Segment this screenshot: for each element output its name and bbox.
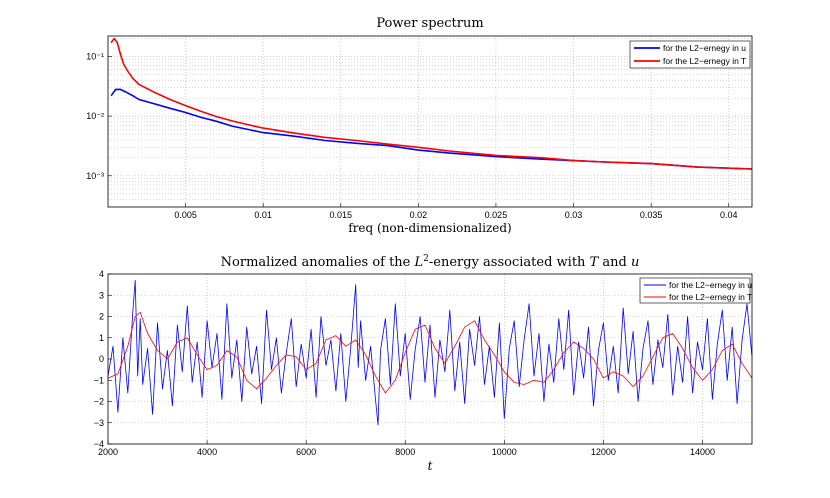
power-spectrum-legend: for the L2−ernegy in u for the L2−ernegy… — [629, 40, 751, 69]
anomalies-title-u: u — [631, 255, 639, 270]
anomalies-title-part-1: Normalized anomalies of the — [221, 255, 415, 270]
power-spectrum-lines — [110, 37, 753, 170]
series-line-T — [110, 37, 753, 170]
anomalies-legend: for the L2−ernegy in u for the L2−ernegy… — [639, 277, 752, 304]
x-tick-label: 12000 — [591, 447, 616, 457]
x-tick-label: 0.035 — [640, 210, 663, 220]
y-tick-label: −4 — [94, 439, 104, 449]
x-tick-label: 0.01 — [254, 210, 272, 220]
x-tick-label: 6000 — [296, 447, 316, 457]
anomalies-legend-box — [639, 277, 751, 304]
legend-T-label: for the L2−ernegy in T — [663, 56, 746, 66]
x-tick-label: 0.03 — [565, 210, 583, 220]
y-tick-label: 0 — [99, 354, 104, 364]
power-spectrum-xlabel: freq (non-dimensionalized) — [348, 221, 512, 235]
power-spectrum-axes-box — [107, 35, 753, 208]
x-tick-label: 8000 — [395, 447, 415, 457]
y-tick-label: −1 — [94, 375, 104, 385]
power-spectrum-y-ticks: 10⁻¹ 10⁻² 10⁻³ — [86, 51, 112, 181]
anomalies-title-L: L — [414, 255, 424, 270]
anomalies-title: Normalized anomalies of the L2-energy as… — [221, 254, 640, 270]
y-tick-label: 10⁻² — [86, 111, 104, 121]
y-tick-label: 1 — [99, 333, 104, 343]
anomalies-xlabel: t — [428, 459, 433, 473]
x-tick-label: 0.025 — [485, 210, 508, 220]
y-tick-label: 10⁻³ — [86, 171, 104, 181]
legend-u-label: for the L2−ernegy in u — [663, 43, 746, 53]
power-spectrum-grid — [108, 36, 752, 208]
series-line-T — [107, 311, 753, 394]
y-tick-label: 3 — [99, 290, 104, 300]
x-tick-label: 0.015 — [330, 210, 353, 220]
anomalies-title-superscript: 2 — [423, 254, 429, 264]
x-tick-label: 0.04 — [720, 210, 738, 220]
anomalies-title-part-2: -energy associated with — [429, 255, 590, 270]
power-spectrum-legend-box — [629, 40, 751, 69]
series-line-u — [107, 279, 753, 426]
power-spectrum-panel: Power spectrum 0.005 0.01 0.015 0.02 0.025 0.… — [86, 16, 753, 235]
x-tick-label: 0.005 — [174, 210, 197, 220]
x-tick-label: 2000 — [98, 447, 118, 457]
y-tick-label: 4 — [99, 269, 104, 279]
anomalies-title-T: T — [590, 255, 600, 270]
x-tick-label: 4000 — [197, 447, 217, 457]
x-tick-label: 14000 — [690, 447, 715, 457]
x-tick-label: 10000 — [492, 447, 517, 457]
anomalies-x-ticks: 2000 4000 6000 8000 10000 12000 14000 — [98, 440, 715, 457]
anomalies-lines — [107, 279, 753, 426]
power-spectrum-title: Power spectrum — [376, 16, 483, 31]
y-tick-label: −3 — [94, 418, 104, 428]
anomalies-panel: Normalized anomalies of the L2-energy as… — [94, 254, 753, 473]
anomalies-legend-T-label: for the L2−ernegy in T — [669, 292, 752, 302]
y-tick-label: −2 — [94, 397, 104, 407]
y-tick-label: 2 — [99, 312, 104, 322]
power-spectrum-x-ticks: 0.005 0.01 0.015 0.02 0.025 0.03 0.035 0.04 — [174, 203, 737, 220]
x-tick-label: 0.02 — [410, 210, 428, 220]
y-tick-label: 10⁻¹ — [86, 51, 104, 61]
anomalies-legend-u-label: for the L2−ernegy in u — [669, 280, 752, 290]
anomalies-y-ticks: 4 3 2 1 0 −1 −2 −3 −4 — [94, 269, 112, 449]
anomalies-title-and: and — [598, 255, 631, 270]
